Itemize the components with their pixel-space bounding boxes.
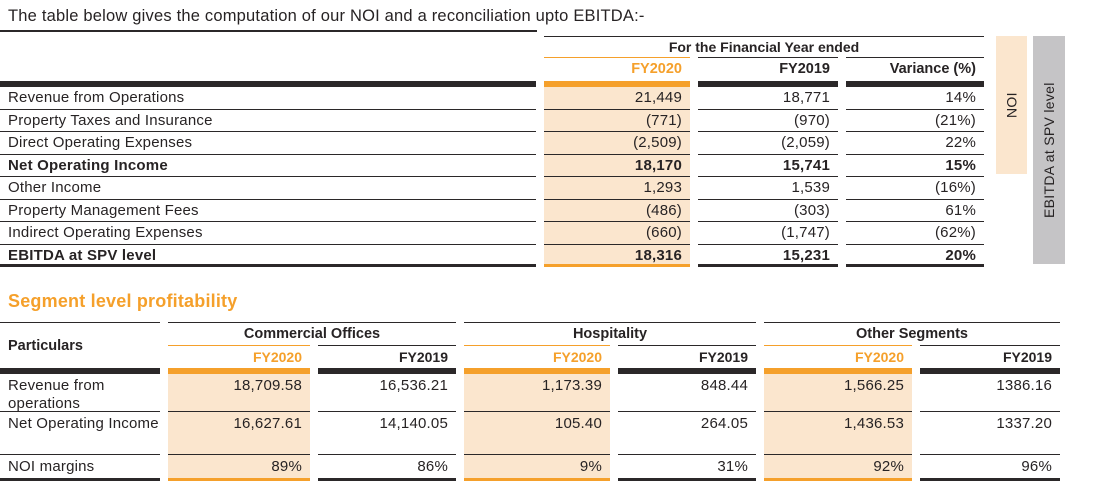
segment-value: 1,173.39: [464, 374, 610, 412]
fy2020-value: (486): [544, 199, 690, 222]
segment-value: 96%: [920, 455, 1060, 481]
fy2020-value: 1,293: [544, 177, 690, 200]
segment-value: 848.44: [618, 374, 756, 412]
year-header-fy2019: FY2019: [920, 345, 1060, 374]
row-label: Indirect Operating Expenses: [0, 222, 536, 245]
row-label: Net Operating Income: [0, 155, 536, 177]
segment-value: 16,536.21: [318, 374, 456, 412]
year-header-fy2019: FY2019: [618, 345, 756, 374]
segment-value: 92%: [764, 455, 912, 481]
segment-value: 105.40: [464, 412, 610, 455]
segment-value: 1,436.53: [764, 412, 912, 455]
row-label: EBITDA at SPV level: [0, 245, 536, 267]
segment-value: 18,709.58: [168, 374, 310, 412]
group-header-hospitality: Hospitality: [464, 322, 756, 345]
segment-value: 14,140.05: [318, 412, 456, 455]
year-header-fy2019: FY2019: [318, 345, 456, 374]
segment-value: 86%: [318, 455, 456, 481]
segment-value: 89%: [168, 455, 310, 481]
fy2020-value: (660): [544, 222, 690, 245]
variance-value: 61%: [846, 200, 984, 222]
year-header-fy2020: FY2020: [464, 345, 610, 374]
financial-year-spanner: For the Financial Year ended: [544, 36, 984, 57]
particulars-header: Particulars: [0, 322, 160, 374]
column-header-variance: Variance (%): [846, 57, 984, 87]
segment-value: 1386.16: [920, 374, 1060, 412]
header-spacer: [0, 36, 536, 87]
column-header-fy2019: FY2019: [698, 57, 838, 87]
year-header-fy2020: FY2020: [764, 345, 912, 374]
group-header-other-segments: Other Segments: [764, 322, 1060, 345]
segment-value: 264.05: [618, 412, 756, 455]
segment-row-label: Net Operating Income: [0, 412, 160, 455]
fy2020-value: 18,316: [544, 244, 690, 267]
variance-value: 15%: [846, 155, 984, 177]
segment-value: 31%: [618, 455, 756, 481]
column-header-fy2020: FY2020: [544, 57, 690, 87]
segment-value: 16,627.61: [168, 412, 310, 455]
intro-underline: [0, 30, 537, 32]
variance-value: (21%): [846, 110, 984, 132]
noi-side-label: NOI: [996, 36, 1027, 174]
fy2019-value: 18,771: [698, 87, 838, 110]
segment-value: 9%: [464, 455, 610, 481]
fy2019-value: 15,741: [698, 155, 838, 177]
row-label: Property Management Fees: [0, 200, 536, 222]
row-label: Direct Operating Expenses: [0, 132, 536, 155]
fy2019-value: 1,539: [698, 177, 838, 200]
variance-value: 14%: [846, 87, 984, 110]
fy2020-value: 18,170: [544, 154, 690, 177]
fy2020-value: (2,509): [544, 132, 690, 155]
segment-row-label: NOI margins: [0, 455, 160, 481]
variance-value: (16%): [846, 177, 984, 200]
intro-text: The table below gives the computation of…: [8, 7, 645, 25]
segment-value: 1337.20: [920, 412, 1060, 455]
fy2019-value: (1,747): [698, 222, 838, 245]
segment-profitability-table: Particulars Commercial Offices Hospitali…: [0, 322, 1060, 481]
fy2020-value: 21,449: [544, 87, 690, 110]
year-header-fy2020: FY2020: [168, 345, 310, 374]
fy2020-value: (771): [544, 109, 690, 132]
segment-row-label: Revenue from operations: [0, 374, 160, 412]
variance-value: 20%: [846, 245, 984, 267]
fy2019-value: (970): [698, 110, 838, 132]
row-label: Property Taxes and Insurance: [0, 110, 536, 132]
fy2019-value: (303): [698, 200, 838, 222]
fy2019-value: 15,231: [698, 245, 838, 267]
segment-value: 1,566.25: [764, 374, 912, 412]
section-title: Segment level profitability: [8, 291, 238, 311]
row-label: Revenue from Operations: [0, 87, 536, 110]
variance-value: (62%): [846, 222, 984, 245]
variance-value: 22%: [846, 132, 984, 155]
noi-reconciliation-table: For the Financial Year ended FY2020 FY20…: [0, 36, 984, 267]
group-header-commercial-offices: Commercial Offices: [168, 322, 456, 345]
fy2019-value: (2,059): [698, 132, 838, 155]
row-label: Other Income: [0, 177, 536, 200]
ebitda-side-label: EBITDA at SPV level: [1033, 36, 1065, 264]
